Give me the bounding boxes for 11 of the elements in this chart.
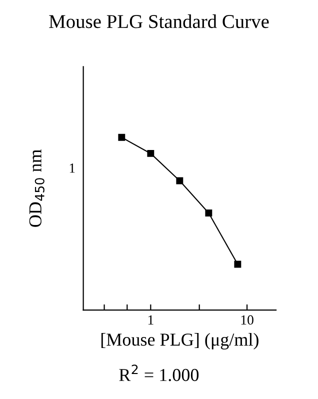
point xyxy=(147,150,154,157)
x-axis-title: [Mouse PLG] (μg/ml) xyxy=(101,333,258,350)
text: R$^{2}$ = 1.000 xyxy=(119,364,199,382)
y-axis-title: OD$_{450}$ nm xyxy=(29,149,44,227)
point xyxy=(118,134,126,141)
x-tick-label: 10 xyxy=(241,315,254,325)
point xyxy=(205,210,212,216)
point xyxy=(234,260,242,268)
point xyxy=(176,177,184,184)
chart-title: Mouse PLG Standard Curve xyxy=(49,14,269,28)
text: 1 xyxy=(70,164,75,173)
